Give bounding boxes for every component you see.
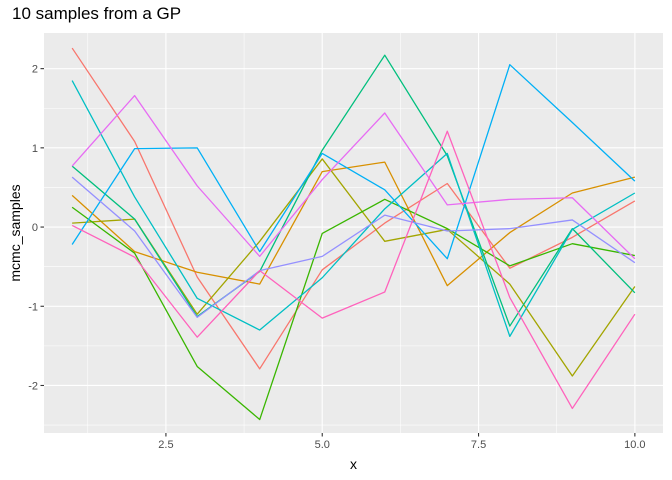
y-tick-label: 2 xyxy=(32,64,38,76)
major-gridlines xyxy=(44,33,663,433)
x-axis-ticks: 2.5 5.0 7.5 10.0 xyxy=(158,433,646,451)
y-axis-title: mcmc_samples xyxy=(7,184,23,281)
x-tick-label: 10.0 xyxy=(624,439,645,451)
chart-title: 10 samples from a GP xyxy=(12,4,182,23)
series-lines xyxy=(71,47,636,421)
series-line-5 xyxy=(71,54,636,327)
y-tick-label: 0 xyxy=(32,222,38,234)
y-axis-ticks: -2 -1 0 1 2 xyxy=(28,64,44,392)
x-tick-label: 7.5 xyxy=(471,439,486,451)
series-line-9 xyxy=(71,94,636,260)
y-tick-label: 1 xyxy=(32,143,38,155)
plot-panel xyxy=(44,33,663,433)
series-line-4 xyxy=(71,198,635,421)
series-line-10 xyxy=(71,130,636,410)
series-line-6 xyxy=(71,80,636,338)
x-axis-title: x xyxy=(350,456,357,472)
x-tick-label: 2.5 xyxy=(158,439,173,451)
series-line-1 xyxy=(71,47,636,370)
y-tick-label: -2 xyxy=(28,380,38,392)
series-line-2 xyxy=(71,161,636,287)
series-line-8 xyxy=(71,176,636,319)
x-tick-label: 5.0 xyxy=(315,439,330,451)
series-line-7 xyxy=(71,64,636,260)
y-tick-label: -1 xyxy=(28,301,38,313)
